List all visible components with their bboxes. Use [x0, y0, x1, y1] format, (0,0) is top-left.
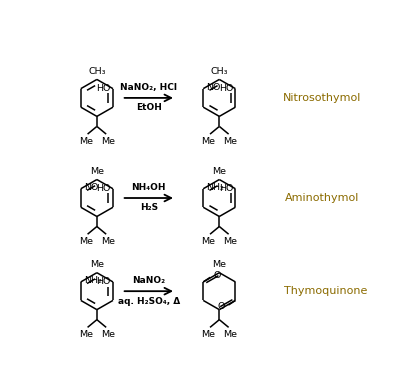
- Text: aq. H₂SO₄, Δ: aq. H₂SO₄, Δ: [118, 296, 180, 306]
- Text: Thymoquinone: Thymoquinone: [284, 286, 367, 296]
- Text: Me: Me: [101, 330, 115, 339]
- Text: NH₂: NH₂: [206, 183, 224, 192]
- Text: Aminothymol: Aminothymol: [285, 193, 359, 203]
- Text: Me: Me: [212, 260, 226, 269]
- Text: NH₄OH: NH₄OH: [131, 183, 166, 192]
- Text: HO: HO: [96, 84, 111, 93]
- Text: HO: HO: [219, 184, 233, 193]
- Text: Me: Me: [90, 167, 104, 176]
- Text: HO: HO: [96, 184, 111, 193]
- Text: Me: Me: [212, 167, 226, 176]
- Text: Me: Me: [223, 237, 237, 246]
- Text: NH₂: NH₂: [84, 276, 102, 285]
- Text: CH₃: CH₃: [211, 66, 228, 76]
- Text: O: O: [213, 271, 221, 280]
- Text: Me: Me: [101, 137, 115, 146]
- Text: O: O: [218, 302, 225, 311]
- Text: Me: Me: [202, 137, 216, 146]
- Text: Me: Me: [90, 260, 104, 269]
- Text: Me: Me: [223, 137, 237, 146]
- Text: EtOH: EtOH: [136, 103, 162, 112]
- Text: NO: NO: [206, 83, 221, 91]
- Text: CH₃: CH₃: [88, 66, 106, 76]
- Text: Me: Me: [101, 237, 115, 246]
- Text: NaNO₂: NaNO₂: [132, 276, 165, 285]
- Text: NaNO₂, HCl: NaNO₂, HCl: [120, 83, 177, 92]
- Text: HO: HO: [96, 278, 111, 286]
- Text: Me: Me: [79, 237, 93, 246]
- Text: Me: Me: [202, 237, 216, 246]
- Text: Me: Me: [79, 137, 93, 146]
- Text: H₂S: H₂S: [140, 203, 158, 212]
- Text: Me: Me: [202, 330, 216, 339]
- Text: Me: Me: [79, 330, 93, 339]
- Text: Me: Me: [223, 330, 237, 339]
- Text: HO: HO: [219, 84, 233, 93]
- Text: Nitrosothymol: Nitrosothymol: [283, 93, 361, 103]
- Text: NO: NO: [84, 183, 98, 192]
